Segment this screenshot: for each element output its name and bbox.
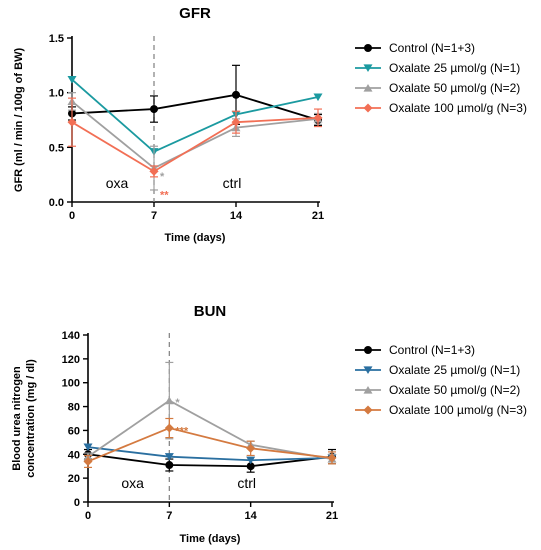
y-axis-label: GFR (ml / min / 100g of BW) [13,48,25,193]
series-line [87,446,333,462]
y-axis-label: Blood urea nitrogen [11,366,23,471]
series-line [71,100,319,170]
data-point [246,462,255,471]
phase-label-ctrl: ctrl [223,175,242,191]
significance-marker: ** [160,189,169,201]
y-tick-label: 0.5 [49,142,64,154]
x-tick-label: 7 [166,510,172,522]
y-tick-label: 120 [62,354,80,366]
y-axis-label: concentration (mg / dl) [25,359,37,478]
y-tick-label: 0 [74,497,80,509]
series-line [87,453,333,468]
x-tick-label: 21 [326,510,338,522]
chart-title: GFR [179,5,211,22]
legend-entry: Oxalate 50 µmol/g (N=2) [389,383,520,397]
x-tick-label: 0 [85,510,91,522]
data-point [83,443,93,452]
legend-entry: Oxalate 100 µmol/g (N=3) [389,403,527,417]
legend-swatch-marker [363,64,373,73]
series-line [71,78,319,153]
series-line [71,116,319,173]
legend-entry: Control (N=1+3) [389,41,475,55]
y-tick-label: 0.0 [49,197,64,209]
legend-entry: Control (N=1+3) [389,343,475,357]
chart-title: BUN [194,303,227,320]
significance-marker: *** [175,425,189,437]
data-point [164,396,174,405]
y-tick-label: 80 [68,402,80,414]
x-tick-label: 7 [151,210,157,222]
data-point [150,105,158,114]
legend-swatch-marker [363,83,373,92]
y-tick-label: 60 [68,425,80,437]
legend-entry: Oxalate 100 µmol/g (N=3) [389,101,527,115]
y-tick-label: 1.0 [49,88,64,100]
series-line [87,399,333,460]
data-point [327,453,337,463]
x-tick-label: 14 [245,510,258,522]
significance-marker: * [160,171,165,183]
data-point [231,117,241,127]
legend-swatch-marker [363,366,373,375]
x-axis-label: Time (days) [180,533,241,545]
data-point [246,443,256,453]
y-tick-label: 100 [62,378,80,390]
legend-swatch-marker [363,103,373,113]
data-point [232,90,240,99]
x-tick-label: 14 [230,210,243,222]
data-point [149,166,159,176]
phase-label-oxa: oxa [121,475,144,491]
phase-label-oxa: oxa [106,175,129,191]
data-point [313,113,323,123]
legend-swatch-marker [364,44,372,52]
x-axis-label: Time (days) [165,232,226,244]
series-line [71,93,319,121]
y-tick-label: 20 [68,473,80,485]
data-point [313,93,323,102]
data-point [83,456,93,466]
data-point [164,423,174,433]
phase-label-ctrl: ctrl [237,475,256,491]
data-point [67,75,77,84]
legend-entry: Oxalate 50 µmol/g (N=2) [389,81,520,95]
data-point [246,456,256,465]
y-tick-label: 1.5 [49,33,64,45]
data-point [67,117,77,127]
series-line [87,427,333,463]
y-tick-label: 40 [68,449,80,461]
legend-entry: Oxalate 25 µmol/g (N=1) [389,61,520,75]
significance-marker: * [175,397,180,409]
data-point [164,453,174,461]
data-point [165,461,174,470]
x-tick-label: 0 [69,210,75,222]
legend-swatch-marker [364,346,372,354]
legend-swatch-marker [363,385,373,394]
y-tick-label: 140 [62,330,80,342]
legend-swatch-marker [363,405,373,415]
legend-entry: Oxalate 25 µmol/g (N=1) [389,363,520,377]
x-tick-label: 21 [312,210,324,222]
